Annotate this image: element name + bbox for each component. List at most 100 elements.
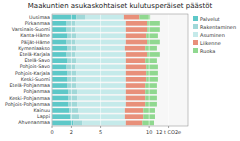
- bar-segment: [52, 83, 68, 88]
- bar-segment: [68, 71, 77, 76]
- bar-segment: [52, 121, 73, 126]
- legend-swatch: [193, 32, 198, 37]
- legend-label: Ruoka: [200, 48, 215, 54]
- bar-segment: [126, 77, 146, 82]
- bar-segment: [124, 15, 140, 20]
- bar-segment: [77, 96, 126, 101]
- bar-segment: [69, 102, 78, 107]
- bar-segment: [126, 96, 145, 101]
- bar-segment: [52, 77, 68, 82]
- bar-segment: [52, 46, 68, 51]
- bar-segment: [126, 58, 145, 63]
- bar-segment: [69, 96, 78, 101]
- bar-segment: [139, 15, 150, 20]
- category-label: Kymenlaakso: [18, 46, 50, 51]
- category-label: Etelä-Karjala: [20, 52, 50, 57]
- y-axis: AhvenanmaaLappiKainuuPohjois-PohjanmaaKe…: [5, 15, 50, 126]
- chart: Maakuntien asukaskohtaiset kulutusperäis…: [0, 0, 240, 141]
- bar-segment: [146, 71, 158, 76]
- tick-mark: [100, 126, 101, 128]
- bar-segment: [70, 114, 79, 119]
- tick-label: 12 t CO2e: [156, 129, 181, 135]
- bar-segment: [52, 71, 68, 76]
- bar-segment: [52, 114, 70, 119]
- category-label: Päijät-Häme: [21, 40, 50, 45]
- bar-segment: [68, 83, 77, 88]
- category-label: Varsinais-Suomi: [12, 27, 50, 32]
- category-label: Ahvenanmaa: [18, 120, 50, 125]
- tick-mark: [149, 126, 150, 128]
- grid-line: [100, 14, 101, 126]
- bar-segment: [67, 40, 76, 45]
- bar-segment: [146, 77, 158, 82]
- grid-line: [149, 14, 150, 126]
- bar-segment: [126, 40, 147, 45]
- category-label: Etelä-Pohjanmaa: [10, 83, 50, 88]
- bar-segment: [78, 108, 125, 113]
- bar-segment: [145, 89, 157, 94]
- bar-segment: [77, 102, 126, 107]
- bar-segment: [68, 46, 77, 51]
- bar-segment: [68, 58, 77, 63]
- category-label: Pohjois-Karjala: [15, 71, 50, 76]
- bar-segment: [126, 83, 145, 88]
- bar-segment: [52, 96, 69, 101]
- bar-segment: [79, 114, 125, 119]
- category-label: Pohjois-Pohjanmaa: [5, 102, 50, 107]
- tick-label: 0: [50, 129, 53, 135]
- bar-segment: [52, 27, 67, 32]
- grid-line: [71, 14, 72, 126]
- bar-segment: [52, 58, 68, 63]
- category-label: Keski-Pohjanmaa: [9, 96, 50, 101]
- category-label: Kainuu: [34, 108, 50, 113]
- category-label: Keski-Suomi: [21, 77, 50, 82]
- bar-segment: [76, 15, 85, 20]
- tick-mark: [168, 126, 169, 128]
- bar-segment: [68, 77, 77, 82]
- bar-segment: [76, 71, 126, 76]
- bar-segment: [52, 102, 69, 107]
- bar-segment: [146, 65, 158, 70]
- bar-segment: [85, 15, 124, 20]
- tick-label: 5: [99, 129, 102, 135]
- legend: Palvelut Rakentaminen Asuminen Liikenne Ruok…: [193, 16, 236, 54]
- category-label: Etelä-Savo: [24, 58, 50, 63]
- bars: [52, 15, 160, 125]
- bar-segment: [126, 52, 147, 57]
- series: [75, 15, 126, 125]
- bar-segment: [76, 77, 126, 82]
- bar-segment: [76, 58, 126, 63]
- bar-segment: [82, 121, 126, 126]
- bar-segment: [73, 121, 82, 126]
- bar-segment: [69, 108, 78, 113]
- bar-segment: [76, 33, 126, 38]
- legend-swatch: [193, 24, 198, 29]
- bar-segment: [76, 83, 126, 88]
- bar-segment: [67, 27, 76, 32]
- tick-mark: [71, 126, 72, 128]
- bar-segment: [52, 40, 67, 45]
- legend-label: Rakentaminen: [200, 24, 236, 30]
- bar-segment: [67, 52, 76, 57]
- category-label: Uusimaa: [29, 15, 50, 20]
- legend-label: Liikenne: [200, 40, 221, 46]
- bar-segment: [68, 33, 77, 38]
- bar-segment: [52, 89, 69, 94]
- bar-segment: [126, 21, 147, 26]
- tick-label: 10: [146, 129, 152, 135]
- bar-segment: [145, 83, 157, 88]
- bar-segment: [67, 21, 76, 26]
- bar-segment: [145, 58, 157, 63]
- title: Maakuntien asukaskohtaiset kulutusperäis…: [28, 2, 213, 10]
- bar-segment: [142, 121, 154, 126]
- bar-segment: [126, 121, 143, 126]
- bar-segment: [145, 102, 157, 107]
- legend-label: Asuminen: [200, 32, 225, 38]
- plot-frame: [52, 14, 188, 126]
- category-label: Pohjois-Savo: [20, 64, 50, 69]
- bar-segment: [67, 65, 76, 70]
- legend-label: Palvelut: [200, 16, 220, 22]
- category-label: Pohjanmaa: [23, 89, 50, 94]
- category-label: Lappi: [37, 114, 50, 119]
- bar-segment: [52, 15, 76, 20]
